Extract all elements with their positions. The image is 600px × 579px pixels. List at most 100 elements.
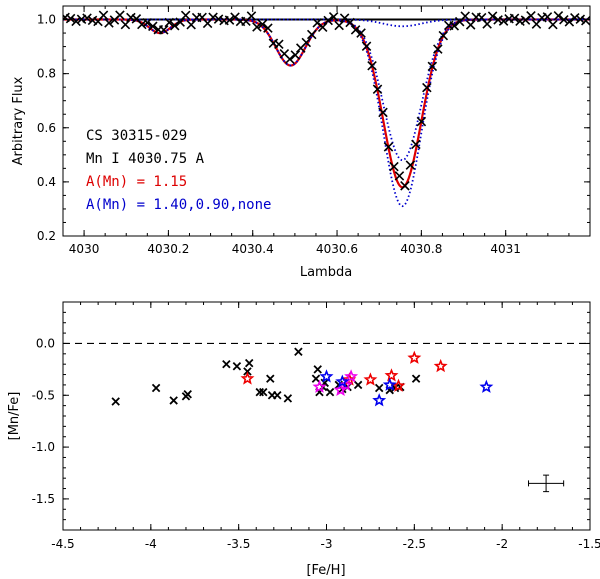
observed-point (411, 139, 421, 150)
spectrum-ticks: 4030 4030.2 4030.4 4030.6 4030.8 4031 0.2 0.4 0.… (37, 6, 590, 256)
observed-point (526, 10, 536, 21)
spectrum-x-axis-title: Lambda (300, 265, 352, 280)
observed-point (257, 19, 268, 30)
observed-point (356, 28, 366, 38)
observed-point (559, 14, 569, 25)
annotation-alt-fits: A(Mn) = 1.40,0.90,none (86, 197, 271, 213)
star-point (407, 350, 422, 364)
abundance-x-tick-label: -1.5 (578, 537, 600, 551)
cross-point (232, 362, 242, 371)
observed-point (175, 17, 185, 27)
spectrum-panel: 4030 4030.2 4030.4 4030.6 4030.8 4031 0.2 0.4 0.… (11, 5, 591, 280)
star-point (382, 377, 397, 391)
cross-point (273, 391, 282, 400)
observed-point (383, 142, 394, 152)
observed-point (509, 13, 520, 24)
spectrum-y-tick-label: 0.2 (37, 229, 56, 243)
star-point (312, 379, 327, 393)
observed-point (433, 44, 443, 54)
star-point (344, 369, 359, 383)
observed-point (575, 14, 586, 24)
observed-point (323, 15, 333, 26)
observed-point (328, 11, 339, 22)
observed-point (246, 11, 257, 21)
abundance-y-tick-label: -1.0 (32, 440, 55, 454)
abundance-y-tick-label: -0.5 (32, 388, 55, 402)
star-point (319, 369, 334, 383)
spectrum-plot-area (63, 10, 590, 208)
observed-point (115, 10, 125, 20)
star-point (433, 358, 448, 373)
observed-point (493, 15, 503, 25)
observed-point (82, 13, 92, 23)
observed-point (208, 12, 218, 23)
abundance-x-tick-label: -2 (496, 537, 508, 551)
observed-point (367, 60, 377, 71)
annotation-best-fit: A(Mn) = 1.15 (86, 174, 187, 190)
observed-point (290, 50, 301, 60)
cross-point (353, 380, 363, 390)
observed-point (148, 21, 158, 32)
observed-point (317, 22, 328, 33)
observed-point (394, 171, 405, 181)
observed-point (158, 25, 169, 35)
spectrum-x-tick-label: 4030.8 (400, 242, 442, 256)
observed-point (252, 22, 262, 32)
abundance-x-tick-label: -3 (321, 537, 333, 551)
cross-point (111, 397, 120, 406)
abundance-x-tick-label: -4 (145, 537, 157, 551)
abundance-plot-area (63, 342, 590, 493)
annotation-line-id: Mn I 4030.75 A (86, 151, 205, 167)
cross-point (151, 383, 161, 393)
cross-point (255, 387, 264, 397)
spectrum-y-tick-label: 1.0 (37, 13, 56, 27)
spectrum-y-tick-label: 0.6 (37, 121, 56, 135)
abundance-x-tick-label: -4.5 (51, 537, 74, 551)
observed-point (345, 17, 355, 28)
observed-point (465, 20, 476, 30)
cross-point (169, 396, 178, 405)
observed-point (422, 82, 432, 93)
observed-point (460, 11, 470, 21)
cross-point (325, 387, 335, 397)
observed-point (98, 10, 109, 20)
abundance-y-tick-label: -1.5 (32, 492, 55, 506)
observed-point (449, 21, 460, 31)
observed-point (169, 20, 180, 31)
observed-point (142, 18, 153, 28)
abundance-y-tick-label: 0.0 (36, 336, 55, 350)
spectrum-annotations: CS 30315-029 Mn I 4030.75 A A(Mn) = 1.15… (86, 128, 271, 213)
star-point (240, 371, 255, 385)
observed-point (482, 19, 492, 29)
star-point (372, 393, 387, 407)
spectrum-x-tick-label: 4030.2 (147, 242, 189, 256)
spectrum-x-tick-label: 4030.6 (316, 242, 358, 256)
cross-point (411, 374, 421, 383)
observed-point (372, 84, 383, 94)
spectrum-x-tick-label: 4030 (69, 242, 100, 256)
observed-point (306, 29, 317, 40)
observed-point (438, 30, 449, 41)
observed-point (389, 161, 399, 172)
spectrum-y-tick-label: 0.8 (37, 67, 56, 81)
observed-point (416, 116, 427, 127)
observed-point (350, 25, 361, 35)
cross-point (222, 359, 231, 369)
observed-point (301, 37, 312, 48)
cross-point (283, 394, 293, 403)
observed-point (274, 39, 284, 49)
spectrum-x-tick-label: 4030.4 (232, 242, 274, 256)
observed-point (285, 54, 295, 64)
observed-point (126, 12, 136, 23)
cross-point (311, 374, 321, 383)
observed-point (224, 15, 235, 25)
observed-point (180, 10, 191, 21)
observed-point (120, 19, 131, 30)
abundance-panel: -4.5 -4 -3.5 -3 -2.5 -2 -1.5 0.0 -0.5 -1.0 -1.5 [F… (7, 301, 600, 578)
observed-point (164, 17, 175, 28)
observed-point (71, 16, 81, 27)
abundance-x-axis-title: [Fe/H] (306, 563, 345, 578)
star-point (384, 368, 399, 382)
observed-point (498, 16, 509, 26)
